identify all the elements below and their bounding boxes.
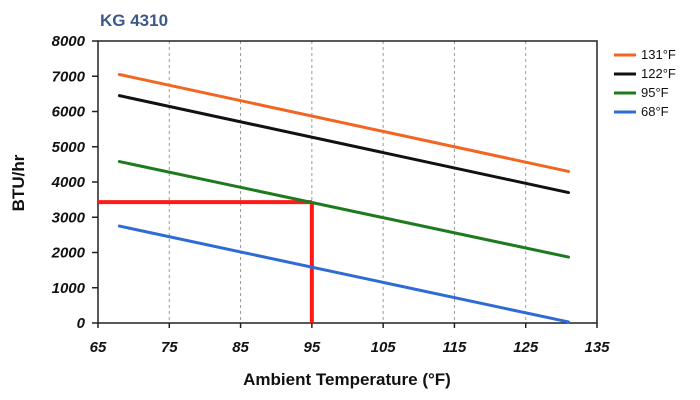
y-tick-label: 2000 bbox=[51, 245, 86, 262]
y-tick-label: 3000 bbox=[52, 209, 86, 226]
y-tick-label: 0 bbox=[77, 315, 86, 332]
series-line bbox=[117, 94, 570, 195]
x-tick-label: 125 bbox=[513, 339, 539, 356]
series-line bbox=[117, 160, 570, 259]
legend-label: 131°F bbox=[641, 47, 676, 62]
legend-label: 68°F bbox=[641, 104, 669, 119]
series-line bbox=[117, 72, 570, 173]
y-axis-tick-labels: 0 1000 2000 3000 4000 5000 6000 7000 8000 bbox=[51, 33, 86, 332]
x-axis-title: Ambient Temperature (°F) bbox=[243, 370, 451, 389]
y-tick-label: 6000 bbox=[52, 104, 86, 121]
x-tick-label: 135 bbox=[584, 339, 610, 356]
chart-title: KG 4310 bbox=[100, 11, 168, 30]
x-tick-label: 105 bbox=[371, 339, 397, 356]
x-axis-tick-labels: 65 75 85 95 105 115 125 135 bbox=[90, 339, 611, 356]
x-tick-label: 65 bbox=[90, 339, 107, 356]
reference-lines bbox=[98, 200, 314, 323]
x-tick-label: 115 bbox=[442, 339, 467, 356]
y-tick-label: 8000 bbox=[52, 33, 86, 50]
plot-border bbox=[97, 40, 598, 324]
x-tick-label: 85 bbox=[232, 339, 249, 356]
series-line bbox=[117, 224, 570, 324]
y-tick-label: 4000 bbox=[51, 174, 86, 191]
y-tick-label: 7000 bbox=[52, 68, 86, 85]
y-tick-label: 5000 bbox=[52, 139, 86, 156]
y-axis-title: BTU/hr bbox=[9, 154, 28, 211]
y-tick-label: 1000 bbox=[52, 280, 86, 297]
legend: 131°F 122°F 95°F 68°F bbox=[614, 47, 676, 119]
series-lines bbox=[117, 72, 570, 324]
legend-label: 122°F bbox=[641, 66, 676, 81]
legend-label: 95°F bbox=[641, 85, 669, 100]
x-tick-label: 95 bbox=[304, 339, 321, 356]
x-tick-label: 75 bbox=[161, 339, 178, 356]
plot-frame bbox=[97, 40, 598, 324]
